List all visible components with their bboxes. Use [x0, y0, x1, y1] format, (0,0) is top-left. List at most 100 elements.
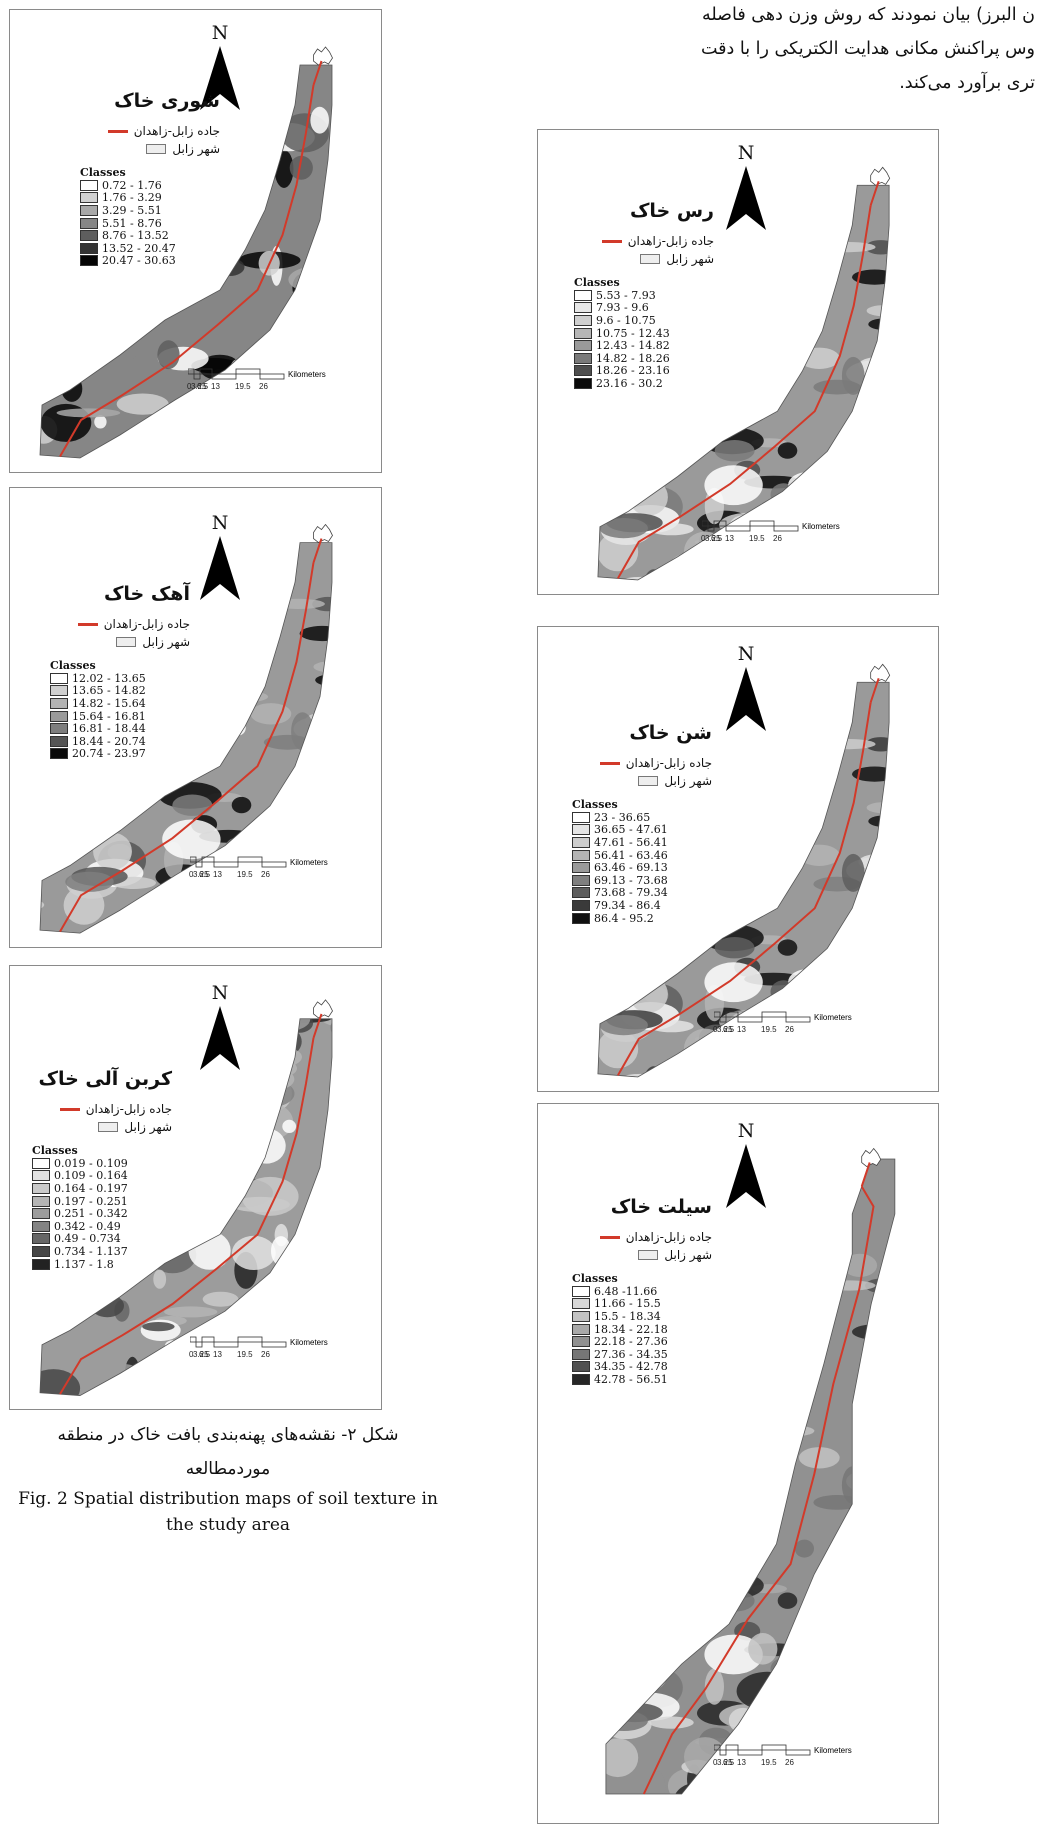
map-legend: رس خاک جاده زابل-زاهدان شهر زابل Classes 5.5… — [574, 200, 714, 390]
legend-road-row: جاده زابل-زاهدان — [32, 1100, 172, 1118]
class-range-label: 8.76 - 13.52 — [102, 229, 169, 243]
scale-tick-label: 13 — [213, 870, 222, 879]
class-swatch — [32, 1233, 50, 1245]
scale-tick-label: 13 — [211, 382, 220, 391]
scale-unit-label: Kilometers — [288, 370, 326, 379]
class-range-label: 42.78 - 56.51 — [594, 1372, 668, 1386]
class-range-label: 23.16 - 30.2 — [596, 376, 663, 390]
legend-title: شن خاک — [629, 722, 712, 744]
class-range-label: 9.6 - 10.75 — [596, 313, 656, 327]
class-range-label: 12.43 - 14.82 — [596, 339, 670, 353]
legend-class-row: 0.251 - 0.342 — [32, 1207, 172, 1220]
legend-class-row: 23.16 - 30.2 — [574, 377, 714, 390]
legend-road-row: جاده زابل-زاهدان — [50, 615, 190, 633]
legend-title: سیلت خاک — [610, 1196, 712, 1218]
scale-tick-label: 13 — [737, 1025, 746, 1034]
class-range-label: 14.82 - 15.64 — [72, 696, 146, 710]
scale-bar: Kilometers 0 3.25 6.5 13 19.5 26 — [701, 520, 872, 544]
legend-class-row: 11.66 - 15.5 — [572, 1297, 712, 1310]
legend-city-label: شهر زابل — [124, 1120, 172, 1134]
class-range-label: 69.13 - 73.68 — [594, 873, 668, 887]
legend-classes-heading: Classes — [32, 1144, 78, 1157]
north-label: N — [211, 982, 229, 1004]
scale-unit-label: Kilometers — [814, 1013, 852, 1022]
legend-class-row: 13.65 - 14.82 — [50, 684, 190, 697]
class-swatch — [572, 1373, 590, 1385]
map-legend: آهک خاک جاده زابل-زاهدان شهر زابل Classes 12… — [50, 583, 190, 760]
north-label: N — [211, 512, 229, 534]
legend-class-row: 12.02 - 13.65 — [50, 672, 190, 685]
city-swatch — [638, 1250, 659, 1260]
class-range-label: 10.75 - 12.43 — [596, 326, 670, 340]
legend-class-row: 20.74 - 23.97 — [50, 747, 190, 761]
legend-road-row: جاده زابل-زاهدان — [572, 754, 712, 772]
class-swatch — [80, 217, 98, 229]
class-range-label: 20.74 - 23.97 — [72, 747, 146, 761]
class-swatch — [572, 849, 590, 861]
class-range-label: 0.109 - 0.164 — [54, 1169, 128, 1183]
legend-class-row: 20.47 - 30.63 — [80, 254, 220, 267]
north-arrow-icon — [200, 46, 240, 110]
legend-class-row: 36.65 - 47.61 — [572, 823, 712, 836]
city-swatch — [146, 144, 167, 154]
class-swatch — [574, 377, 592, 389]
north-arrow-icon — [726, 1144, 766, 1208]
legend-class-row: 5.53 - 7.93 — [574, 289, 714, 302]
scale-tick-label: 6.5 — [711, 534, 723, 543]
class-swatch — [572, 912, 590, 924]
scale-tick-label: 0 — [187, 382, 192, 391]
scale-tick-label: 3.25 — [717, 1758, 733, 1767]
legend-class-row: 47.61 - 56.41 — [572, 836, 712, 849]
legend-class-row: 0.734 - 1.137 — [32, 1245, 172, 1258]
class-range-label: 0.251 - 0.342 — [54, 1207, 128, 1221]
salinity-map-panel: N شوری خاک جاده زابل-زاهدان شهر زابل Classes… — [9, 9, 382, 473]
legend-title: آهک خاک — [103, 583, 190, 605]
legend-title: شوری خاک — [114, 90, 220, 112]
caption-fa-line2: موردمطالعه — [185, 1459, 271, 1479]
legend-road-row: جاده زابل-زاهدان — [574, 232, 714, 250]
road-line — [617, 702, 872, 1076]
scale-tick-label: 19.5 — [761, 1758, 777, 1767]
legend-class-row: 0.72 - 1.76 — [80, 179, 220, 192]
class-range-label: 0.734 - 1.137 — [54, 1244, 128, 1258]
legend-class-row: 14.82 - 15.64 — [50, 697, 190, 710]
scale-tick-label: 26 — [785, 1025, 794, 1034]
paragraph-line: تری برآورد می‌کند. — [899, 73, 1035, 93]
scale-tick-label: 13 — [213, 1350, 222, 1359]
legend-city-row: شهر زابل — [32, 1118, 172, 1136]
scale-tick-label: 6.5 — [723, 1025, 735, 1034]
carbon-map-panel: N کربن آلی خاک جاده زابل-زاهدان شهر زابل Cla… — [9, 965, 382, 1410]
class-swatch — [32, 1157, 50, 1169]
class-swatch — [574, 352, 592, 364]
class-swatch — [32, 1170, 50, 1182]
scale-bar: Kilometers 0 3.25 6.5 13 19.5 26 — [713, 1011, 884, 1035]
legend-class-row: 10.75 - 12.43 — [574, 327, 714, 340]
road-line — [59, 562, 315, 933]
class-range-label: 15.64 - 16.81 — [72, 709, 146, 723]
class-swatch — [80, 230, 98, 242]
scale-tick-label: 6.5 — [197, 382, 209, 391]
legend-class-row: 86.4 - 95.2 — [572, 912, 712, 925]
legend-class-row: 27.36 - 34.35 — [572, 1348, 712, 1361]
legend-classes-heading: Classes — [572, 798, 618, 811]
class-swatch — [32, 1208, 50, 1220]
map-legend: شن خاک جاده زابل-زاهدان شهر زابل Classes 23 … — [572, 722, 712, 925]
legend-class-row: 14.82 - 18.26 — [574, 352, 714, 365]
road-line — [59, 1037, 315, 1395]
class-swatch — [574, 327, 592, 339]
legend-classes-heading: Classes — [80, 166, 126, 179]
scale-tick-label: 19.5 — [237, 1350, 253, 1359]
north-arrow-icon — [726, 166, 766, 230]
class-swatch — [574, 314, 592, 326]
legend-class-row: 15.64 - 16.81 — [50, 710, 190, 723]
north-arrow-icon — [200, 1006, 240, 1070]
class-range-label: 23 - 36.65 — [594, 810, 651, 824]
legend-class-row: 18.26 - 23.16 — [574, 364, 714, 377]
legend-class-row: 7.93 - 9.6 — [574, 301, 714, 314]
class-swatch — [574, 302, 592, 314]
legend-class-row: 0.019 - 0.109 — [32, 1157, 172, 1170]
scale-tick-label: 13 — [737, 1758, 746, 1767]
class-range-label: 18.44 - 20.74 — [72, 734, 146, 748]
class-swatch — [32, 1182, 50, 1194]
class-swatch — [572, 1323, 590, 1335]
